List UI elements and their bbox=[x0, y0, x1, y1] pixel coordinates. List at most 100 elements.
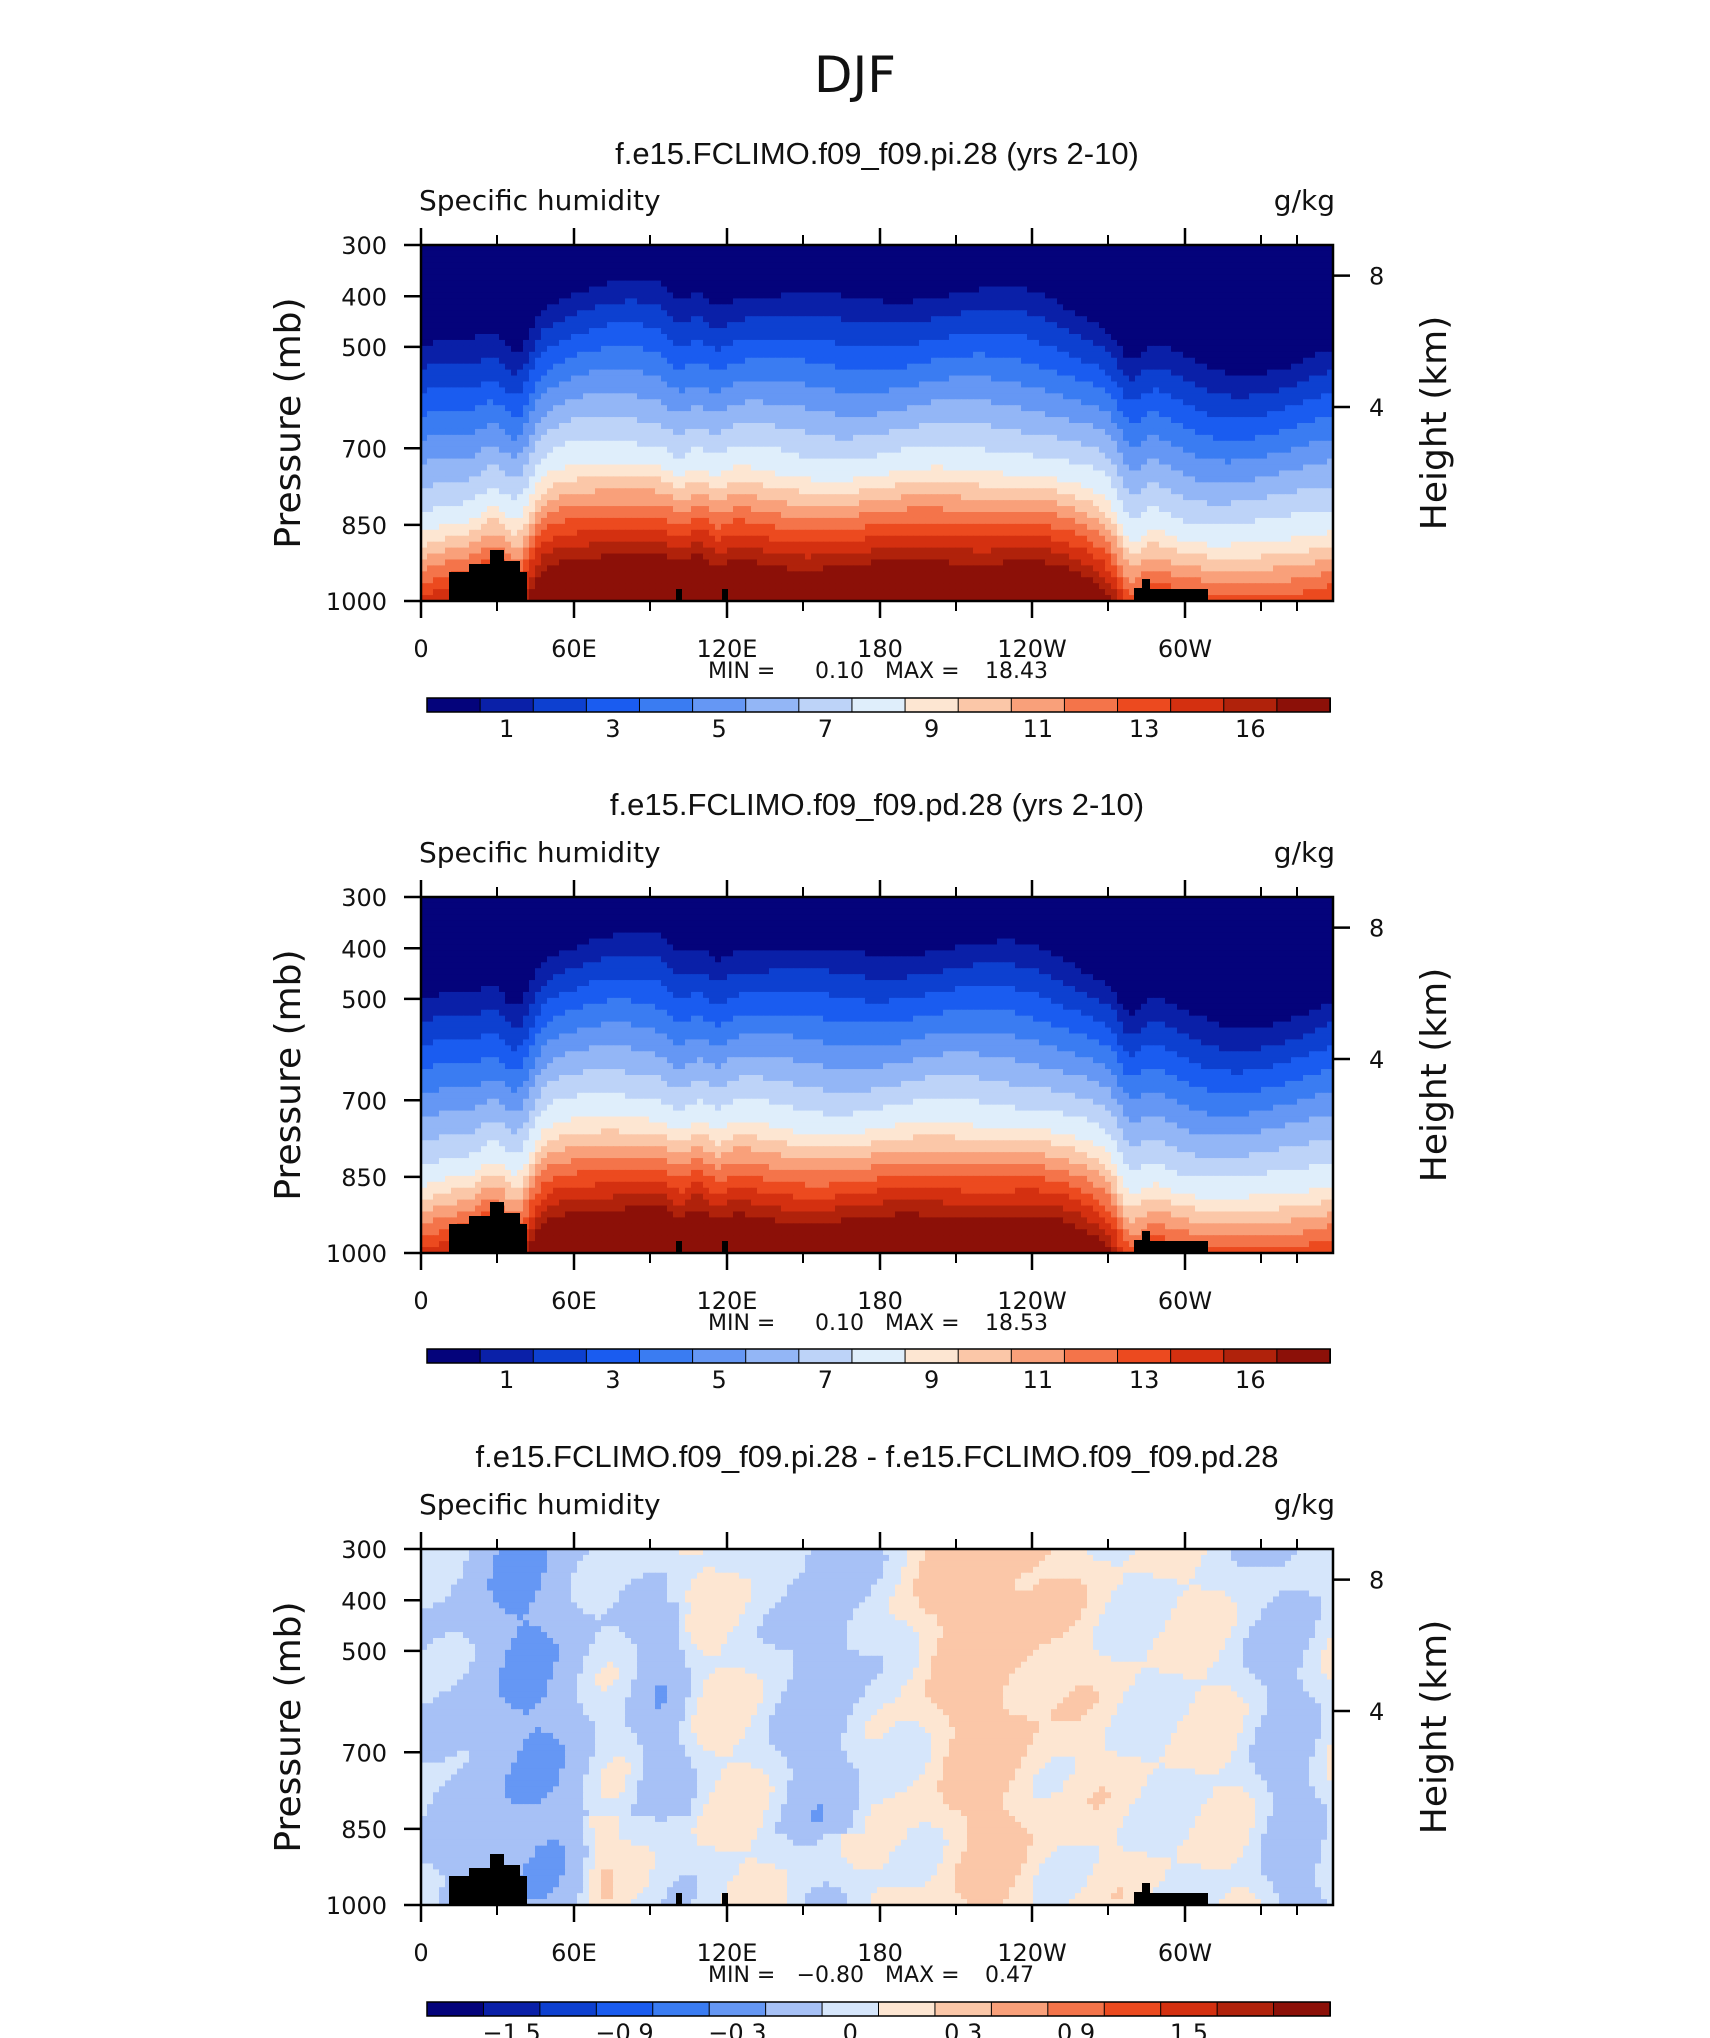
contour-cell bbox=[1165, 363, 1172, 371]
contour-cell bbox=[823, 405, 830, 412]
contour-cell bbox=[1261, 250, 1268, 258]
contour-cell bbox=[493, 292, 500, 299]
contour-cell bbox=[1243, 262, 1250, 270]
contour-cell bbox=[811, 334, 818, 341]
contour-cell bbox=[529, 423, 536, 430]
contour-cell bbox=[1153, 428, 1160, 436]
contour-cell bbox=[1105, 268, 1112, 276]
contour-cell bbox=[661, 417, 668, 424]
contour-cell bbox=[1303, 268, 1310, 276]
contour-cell bbox=[811, 256, 818, 264]
contour-cell bbox=[589, 417, 596, 424]
contour-cell bbox=[1297, 357, 1304, 365]
contour-cell bbox=[547, 399, 554, 406]
contour-cell bbox=[1099, 334, 1106, 341]
contour-cell bbox=[691, 428, 698, 436]
contour-cell bbox=[1189, 357, 1196, 365]
contour-cell bbox=[1213, 369, 1220, 377]
contour-cell bbox=[763, 351, 770, 359]
contour-cell bbox=[1279, 375, 1286, 383]
contour-cell bbox=[1069, 334, 1076, 341]
contour-cell bbox=[1009, 375, 1016, 383]
contour-cell bbox=[1315, 245, 1322, 252]
contour-cell bbox=[451, 328, 458, 335]
contour-cell bbox=[1123, 328, 1130, 335]
contour-cell bbox=[505, 411, 512, 418]
contour-cell bbox=[1135, 292, 1142, 299]
contour-cell bbox=[799, 428, 806, 436]
contour-cell bbox=[697, 328, 704, 335]
contour-cell bbox=[649, 245, 656, 252]
contour-cell bbox=[985, 411, 992, 418]
contour-cell bbox=[895, 304, 902, 311]
contour-cell bbox=[547, 292, 554, 299]
contour-cell bbox=[601, 322, 608, 329]
contour-cell bbox=[631, 393, 638, 400]
contour-cell bbox=[1171, 423, 1178, 430]
contour-cell bbox=[1327, 334, 1333, 341]
contour-cell bbox=[445, 345, 452, 353]
contour-cell bbox=[475, 417, 482, 424]
contour-cell bbox=[1231, 405, 1238, 412]
contour-cell bbox=[601, 387, 608, 394]
contour-cell bbox=[793, 434, 800, 442]
contour-cell bbox=[565, 322, 572, 329]
contour-cell bbox=[721, 339, 728, 347]
contour-cell bbox=[871, 250, 878, 258]
contour-cell bbox=[697, 375, 704, 383]
contour-cell bbox=[1243, 256, 1250, 264]
contour-cell bbox=[631, 405, 638, 412]
contour-cell bbox=[685, 405, 692, 412]
contour-cell bbox=[883, 316, 890, 323]
contour-cell bbox=[823, 387, 830, 394]
contour-cell bbox=[1231, 262, 1238, 270]
contour-cell bbox=[985, 345, 992, 353]
contour-cell bbox=[907, 268, 914, 276]
contour-cell bbox=[1255, 417, 1262, 424]
contour-cell bbox=[553, 423, 560, 430]
contour-cell bbox=[943, 322, 950, 329]
contour-cell bbox=[1063, 304, 1070, 311]
contour-cell bbox=[565, 310, 572, 317]
contour-cell bbox=[1231, 316, 1238, 323]
contour-cell bbox=[517, 310, 524, 317]
contour-cell bbox=[1279, 292, 1286, 299]
contour-cell bbox=[487, 292, 494, 299]
contour-cell bbox=[607, 339, 614, 347]
contour-cell bbox=[775, 316, 782, 323]
contour-cell bbox=[1129, 434, 1136, 442]
contour-cell bbox=[631, 328, 638, 335]
contour-cell bbox=[481, 256, 488, 264]
contour-cell bbox=[925, 322, 932, 329]
contour-cell bbox=[553, 339, 560, 347]
contour-cell bbox=[1279, 304, 1286, 311]
contour-cell bbox=[895, 280, 902, 288]
contour-cell bbox=[907, 399, 914, 406]
contour-cell bbox=[1153, 351, 1160, 359]
contour-cell bbox=[913, 298, 920, 305]
contour-cell bbox=[679, 387, 686, 394]
contour-cell bbox=[877, 345, 884, 353]
contour-cell bbox=[907, 363, 914, 371]
contour-cell bbox=[799, 322, 806, 329]
contour-cell bbox=[949, 434, 956, 442]
contour-cell bbox=[589, 369, 596, 377]
contour-cell bbox=[703, 434, 710, 442]
contour-cell bbox=[1159, 274, 1166, 282]
contour-cell bbox=[691, 250, 698, 258]
contour-cell bbox=[1027, 304, 1034, 311]
contour-cell bbox=[655, 322, 662, 329]
contour-cell bbox=[631, 310, 638, 317]
contour-cell bbox=[739, 339, 746, 347]
contour-cell bbox=[1261, 292, 1268, 299]
contour-cell bbox=[1213, 375, 1220, 383]
contour-cell bbox=[577, 428, 584, 436]
contour-cell bbox=[601, 369, 608, 377]
contour-cell bbox=[1171, 292, 1178, 299]
contour-cell bbox=[997, 245, 1004, 252]
contour-cell bbox=[769, 304, 776, 311]
contour-cell bbox=[805, 399, 812, 406]
contour-cell bbox=[1045, 298, 1052, 305]
contour-cell bbox=[1315, 428, 1322, 436]
contour-cell bbox=[703, 268, 710, 276]
